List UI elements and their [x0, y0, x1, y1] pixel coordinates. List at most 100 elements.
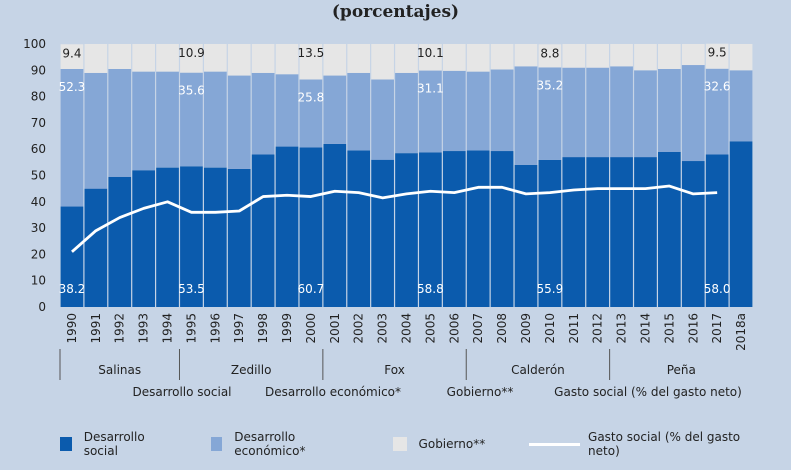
x-tick-label: 2002: [352, 313, 366, 344]
bar-segment-economico: [108, 68, 132, 177]
bar-segment-social: [203, 167, 227, 307]
legend-swatch-gobierno: [392, 437, 407, 451]
x-tick-label: 1999: [280, 313, 294, 344]
gasto-social-line: [71, 184, 718, 253]
legend-swatch-economico: [210, 437, 223, 451]
bar-segment-gobierno: [156, 44, 179, 72]
bar-segment-gobierno: [371, 44, 394, 80]
bar-segment-gobierno: [466, 44, 490, 72]
bar-segment-economico: [323, 75, 347, 144]
bar-segment-economico: [610, 66, 633, 158]
bar-segment-gobierno: [395, 44, 418, 73]
bar-segment-economico: [84, 72, 108, 189]
x-tick-label: 1992: [113, 313, 127, 344]
bar-segment-social: [60, 206, 84, 307]
group-label: Peña: [667, 363, 696, 377]
chart-title: (porcentajes): [331, 2, 460, 22]
data-label: 10.1: [417, 46, 444, 60]
data-label: 9.5: [708, 46, 727, 60]
data-label: 52.3: [59, 80, 86, 94]
group-label: Salinas: [98, 363, 141, 377]
bar-segment-economico: [203, 71, 227, 168]
bar-segment-economico: [442, 70, 466, 152]
bar-segment-gobierno: [84, 44, 108, 73]
bar-segment-economico: [299, 79, 323, 148]
bar-segment-economico: [681, 65, 705, 162]
y-tick-label: 60: [31, 142, 46, 156]
y-tick-label: 90: [31, 63, 46, 77]
bar-segment-gobierno: [299, 44, 323, 80]
legend-item-economico: Desarrollo económico*: [210, 430, 349, 458]
legend-label-social: Desarrollo social: [83, 430, 145, 458]
bar-segment-social: [442, 151, 466, 307]
bar-segment-economico: [705, 68, 729, 155]
bar-segment-social: [514, 164, 538, 307]
legend-label-gobierno: Gobierno**: [418, 437, 486, 451]
y-tick-label: 70: [31, 116, 46, 130]
bar-segment-social: [347, 150, 371, 307]
bar-segment-social: [84, 188, 108, 307]
x-tick-label: 2012: [591, 313, 605, 344]
data-label: 35.2: [537, 78, 564, 92]
bar-segment-social: [156, 167, 179, 307]
bar-segment-gobierno: [442, 44, 466, 71]
bar-segment-economico: [419, 70, 442, 153]
bar-segment-economico: [658, 68, 681, 152]
group-label: Zedillo: [231, 363, 272, 377]
bar-segment-gobierno: [251, 44, 275, 73]
bar-segment-economico: [347, 72, 371, 151]
data-label: 35.6: [178, 84, 205, 98]
x-tick-label: 2013: [615, 313, 629, 344]
bar-segment-social: [299, 147, 323, 307]
bar-segment-gobierno: [729, 44, 753, 71]
bar-segment-gobierno: [132, 44, 155, 72]
bar-segment-economico: [586, 67, 610, 158]
x-tick-label: 2001: [328, 313, 342, 344]
legend-label-economico: Desarrollo económico*: [234, 430, 306, 458]
data-label: 10.9: [178, 46, 205, 60]
data-label: 60.7: [298, 282, 325, 296]
bar-segment-social: [108, 176, 132, 307]
y-tick-label: 100: [23, 37, 46, 51]
bar-segment-social: [180, 166, 203, 307]
group-label: Calderón: [511, 363, 565, 377]
bar-segment-social: [251, 154, 275, 307]
legend-swatch-social: [60, 437, 72, 451]
overlay-series-label: Gobierno**: [447, 385, 514, 399]
bar-segment-social: [275, 146, 299, 307]
legend-label-line: Gasto social (% del gasto neto): [588, 430, 741, 458]
overlay-series-label: Desarrollo económico*: [265, 385, 401, 399]
data-label: 13.5: [298, 46, 325, 60]
x-tick-label: 2014: [638, 313, 652, 344]
x-tick-label: 1991: [89, 313, 103, 344]
bar-segment-gobierno: [634, 44, 657, 71]
y-tick-label: 20: [31, 247, 46, 261]
bar-segment-social: [395, 153, 418, 307]
bar-segment-social: [610, 157, 633, 307]
bar-segment-economico: [132, 71, 155, 171]
y-tick-label: 80: [31, 90, 46, 104]
x-tick-label: 2007: [471, 313, 485, 344]
x-tick-label: 2011: [567, 313, 581, 344]
x-tick-label: 2000: [304, 313, 318, 344]
x-tick-label: 1994: [161, 313, 175, 344]
bar-segment-economico: [60, 68, 84, 207]
bar-segment-social: [132, 170, 155, 307]
bar-segment-social: [371, 159, 394, 307]
bar-segment-economico: [729, 70, 753, 142]
bar-segment-gobierno: [610, 44, 633, 67]
bar-segment-economico: [395, 72, 418, 154]
bar-segment-social: [634, 157, 657, 307]
data-label: 31.1: [417, 82, 444, 96]
x-tick-label: 1993: [137, 313, 151, 344]
data-label: 53.5: [178, 282, 205, 296]
bar-segment-gobierno: [562, 44, 586, 68]
bar-segment-social: [227, 168, 251, 307]
bar-segment-gobierno: [538, 44, 562, 68]
bar-segment-gobierno: [419, 44, 442, 71]
x-tick-label: 2016: [686, 313, 700, 344]
x-tick-label: 2010: [543, 313, 557, 344]
legend-item-social: Desarrollo social: [60, 430, 167, 458]
bar-segment-gobierno: [203, 44, 227, 72]
x-tick-label: 2015: [662, 313, 676, 344]
